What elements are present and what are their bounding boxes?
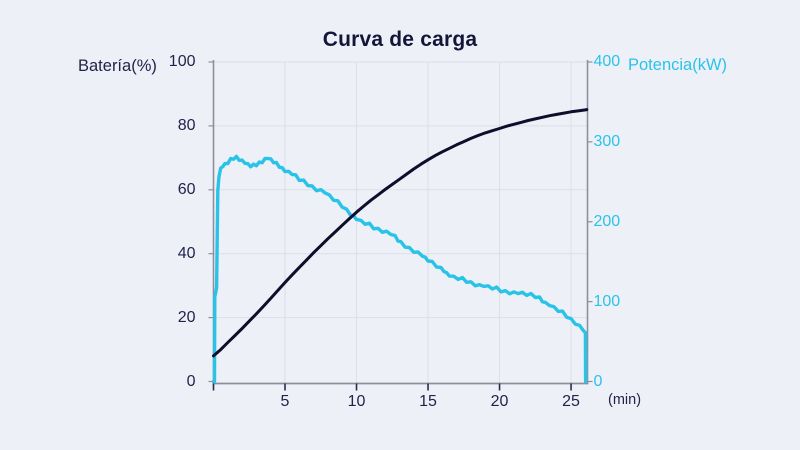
x-tick-label: 5 [280,392,290,410]
left-axis-title: Batería(%) [78,57,157,75]
y-right-tick-label: 100 [593,292,621,310]
y-left-tick-label: 80 [177,116,196,134]
x-tick-label: 10 [347,392,366,410]
y-left-tick-label: 0 [186,372,196,390]
y-left-tick-label: 20 [177,308,196,326]
x-axis-unit-label: (min) [608,392,642,408]
y-left-tick-label: 40 [177,244,196,262]
y-left-tick-label: 60 [177,180,196,198]
y-left-tick-label: 100 [168,53,196,70]
potencia-curve [211,154,588,384]
x-tick-label: 20 [490,392,509,410]
y-right-tick-label: 0 [593,372,603,390]
batería-curve [212,108,589,358]
y-right-tick-label: 300 [593,132,621,150]
y-right-tick-label: 400 [593,53,621,70]
chart-title: Curva de carga [322,28,478,51]
y-right-tick-label: 200 [593,212,621,230]
right-axis-title: Potencia(kW) [628,56,728,74]
x-tick-label: 15 [419,392,437,410]
x-tick-label: 25 [562,392,580,410]
